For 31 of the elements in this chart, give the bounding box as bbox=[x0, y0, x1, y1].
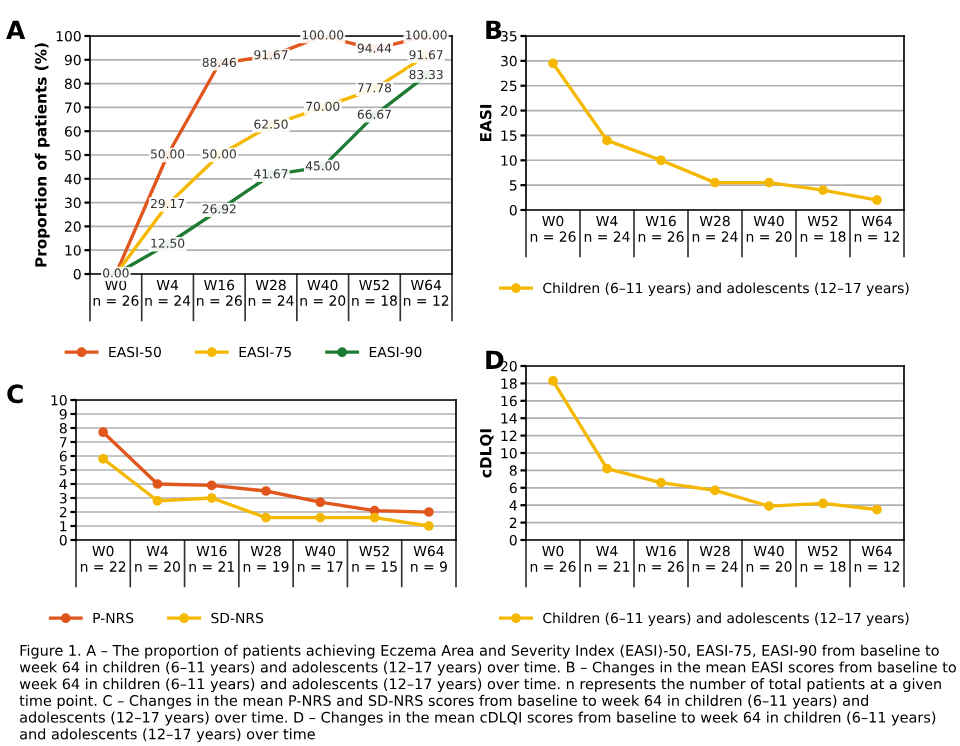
point bbox=[710, 485, 720, 496]
point bbox=[315, 512, 326, 523]
point bbox=[710, 177, 720, 188]
point bbox=[656, 155, 666, 166]
point bbox=[98, 453, 109, 464]
chart-title: B bbox=[486, 20, 502, 39]
point bbox=[261, 486, 271, 496]
point bbox=[602, 135, 612, 146]
point bbox=[152, 479, 163, 489]
point bbox=[548, 58, 558, 69]
point bbox=[548, 375, 558, 386]
point bbox=[764, 177, 774, 188]
point bbox=[764, 501, 774, 511]
point bbox=[206, 493, 217, 503]
point bbox=[315, 497, 326, 508]
point bbox=[98, 427, 109, 438]
chart-title: D bbox=[486, 350, 504, 369]
point bbox=[206, 480, 217, 491]
point bbox=[872, 504, 882, 515]
point bbox=[818, 185, 828, 195]
point bbox=[152, 495, 163, 506]
point bbox=[872, 195, 882, 205]
point bbox=[424, 507, 434, 517]
point bbox=[602, 463, 612, 474]
point bbox=[818, 498, 828, 509]
point bbox=[656, 477, 666, 488]
point bbox=[369, 512, 380, 523]
chart-title: A bbox=[6, 20, 26, 39]
chart-title: C bbox=[7, 384, 23, 404]
point bbox=[424, 521, 434, 531]
point bbox=[261, 512, 271, 523]
